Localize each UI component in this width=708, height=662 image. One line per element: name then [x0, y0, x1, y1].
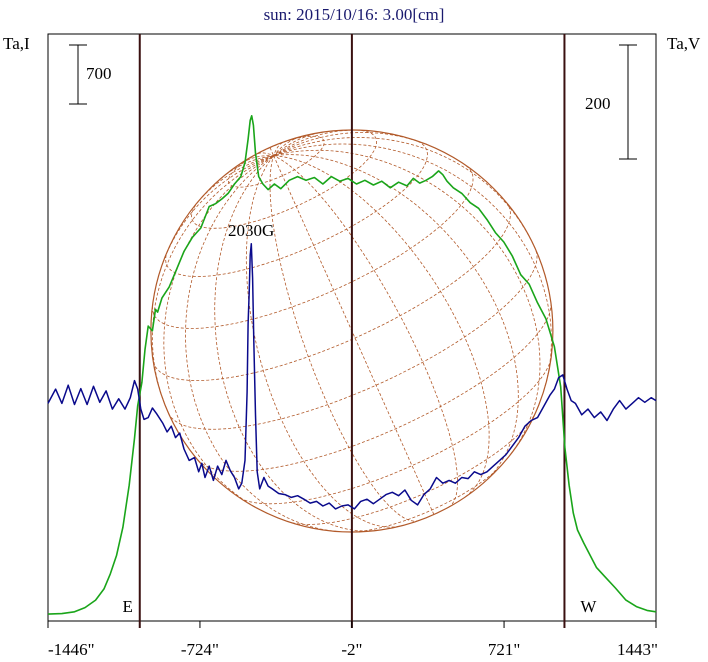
x-axis-ticks: -1446" -724" -2" 721" 1443" — [47, 621, 658, 659]
left-scale-bar-label: 700 — [86, 64, 112, 83]
left-scale-bar — [69, 44, 87, 105]
right-scale-bar — [619, 44, 637, 160]
left-axis-label: Ta,I — [3, 34, 30, 53]
limb-lines — [138, 34, 566, 628]
polarization-series-line — [47, 243, 657, 510]
east-limb-label: E — [123, 597, 133, 616]
west-limb-label: W — [580, 597, 597, 616]
x-tick-label: -2" — [341, 640, 362, 659]
x-tick-label: -724" — [181, 640, 219, 659]
x-tick-label: -1446" — [48, 640, 95, 659]
intensity-series-line — [47, 115, 657, 615]
series-layer — [47, 115, 657, 615]
chart-title: sun: 2015/10/16: 3.00[cm] — [264, 5, 445, 24]
right-axis-label: Ta,V — [667, 34, 701, 53]
source-annotation: 2030G — [228, 221, 274, 240]
right-scale-bar-label: 200 — [585, 94, 611, 113]
x-tick-label: 1443" — [617, 640, 658, 659]
x-tick-label: 721" — [488, 640, 520, 659]
